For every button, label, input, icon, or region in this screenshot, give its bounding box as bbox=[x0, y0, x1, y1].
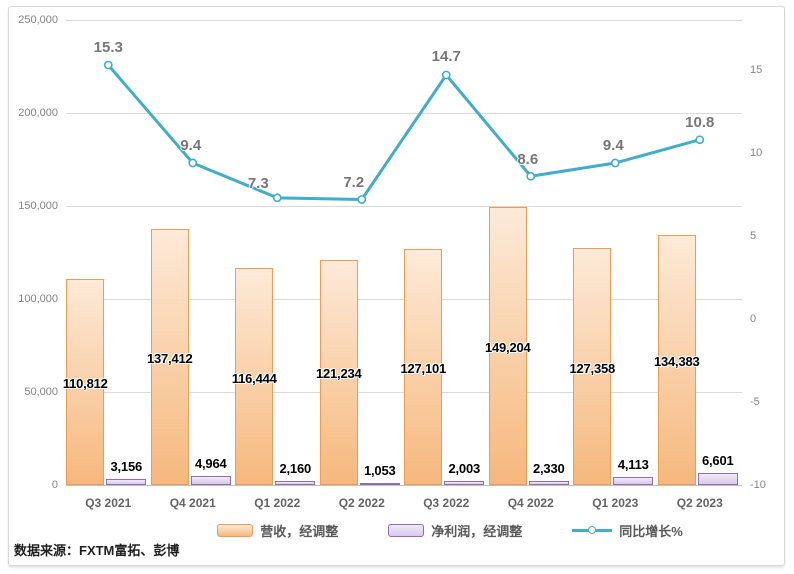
category-tick-label: Q1 2023 bbox=[592, 496, 639, 510]
profit-bar bbox=[190, 475, 231, 485]
left-axis-tick-label: 200,000 bbox=[18, 106, 58, 119]
revenue-bar bbox=[488, 207, 527, 485]
right-axis-tick-label: -5 bbox=[750, 395, 760, 408]
revenue-value-label: 121,234 bbox=[315, 366, 362, 382]
growth-value-label: 10.8 bbox=[685, 113, 715, 131]
revenue-bar bbox=[66, 278, 105, 485]
profit-bar bbox=[528, 480, 569, 485]
legend-item-growth: 同比增长% bbox=[572, 521, 683, 540]
right-axis-tick-label: 15 bbox=[750, 63, 763, 76]
legend-item-profit: 净利润，经调整 bbox=[388, 521, 522, 540]
revenue-bar bbox=[319, 259, 358, 485]
right-axis-tick-label: -10 bbox=[750, 478, 766, 491]
growth-value-label: 8.6 bbox=[517, 151, 539, 169]
gridline bbox=[66, 113, 742, 114]
growth-value-label: 9.4 bbox=[602, 136, 624, 154]
gridline bbox=[66, 206, 742, 207]
legend-label-profit: 净利润，经调整 bbox=[431, 523, 523, 539]
profit-value-label: 6,601 bbox=[701, 452, 734, 468]
growth-value-label: 14.7 bbox=[431, 47, 461, 65]
profit-value-label: 2,330 bbox=[532, 460, 565, 476]
growth-value-label: 7.3 bbox=[247, 174, 269, 192]
right-axis-tick-label: 5 bbox=[750, 229, 757, 242]
profit-bar bbox=[613, 477, 654, 485]
revenue-value-label: 127,101 bbox=[400, 360, 447, 376]
profit-swatch-icon bbox=[388, 523, 425, 537]
profit-value-label: 3,156 bbox=[110, 459, 143, 475]
revenue-value-label: 149,204 bbox=[484, 340, 531, 356]
left-axis-tick-label: 150,000 bbox=[18, 199, 58, 212]
right-axis-tick-label: 0 bbox=[750, 312, 757, 325]
legend-label-growth: 同比增长% bbox=[619, 523, 683, 539]
source-note: 数据来源：FXTM富拓、彭博 bbox=[14, 543, 180, 558]
profit-value-label: 1,053 bbox=[363, 463, 396, 479]
line-marker-icon bbox=[572, 524, 613, 536]
growth-value-label: 7.2 bbox=[343, 174, 365, 192]
profit-value-label: 2,160 bbox=[279, 460, 312, 476]
gridline bbox=[66, 392, 742, 393]
left-axis-tick-label: 0 bbox=[51, 478, 58, 491]
legend: 营收，经调整 净利润，经调整 同比增长% bbox=[110, 521, 790, 539]
revenue-value-label: 116,444 bbox=[231, 370, 277, 386]
right-axis-tick-label: 10 bbox=[750, 146, 763, 159]
category-tick-label: Q2 2023 bbox=[676, 496, 723, 510]
revenue-swatch-icon bbox=[217, 523, 254, 537]
legend-item-revenue: 营收，经调整 bbox=[217, 521, 338, 540]
gridline bbox=[66, 20, 742, 21]
category-tick-label: Q3 2021 bbox=[85, 496, 132, 510]
growth-value-label: 15.3 bbox=[93, 39, 123, 57]
revenue-bar bbox=[657, 235, 696, 485]
left-axis-tick-label: 100,000 bbox=[18, 292, 58, 305]
profit-bar bbox=[275, 480, 316, 485]
gridline bbox=[66, 485, 742, 486]
left-axis-tick-label: 50,000 bbox=[24, 385, 58, 398]
profit-bar bbox=[359, 483, 400, 486]
gridline bbox=[66, 299, 742, 300]
revenue-bar bbox=[573, 248, 612, 485]
category-tick-label: Q4 2021 bbox=[169, 496, 216, 510]
category-tick-label: Q4 2022 bbox=[507, 496, 554, 510]
revenue-bar bbox=[404, 248, 443, 485]
revenue-value-label: 137,412 bbox=[146, 351, 193, 367]
legend-label-revenue: 营收，经调整 bbox=[260, 523, 339, 539]
revenue-bar bbox=[150, 229, 189, 485]
growth-value-label: 9.4 bbox=[180, 136, 202, 154]
revenue-bar bbox=[235, 268, 274, 485]
category-tick-label: Q2 2022 bbox=[338, 496, 385, 510]
category-tick-label: Q1 2022 bbox=[254, 496, 301, 510]
revenue-value-label: 134,383 bbox=[653, 354, 700, 370]
revenue-value-label: 127,358 bbox=[569, 360, 616, 376]
revenue-value-label: 110,812 bbox=[62, 375, 108, 391]
left-axis-tick-label: 250,000 bbox=[18, 13, 58, 26]
profit-bar bbox=[106, 479, 147, 485]
category-tick-label: Q3 2022 bbox=[423, 496, 470, 510]
profit-bar bbox=[444, 481, 485, 485]
profit-value-label: 2,003 bbox=[448, 461, 481, 477]
profit-value-label: 4,964 bbox=[194, 455, 227, 471]
profit-bar bbox=[697, 472, 738, 485]
profit-value-label: 4,113 bbox=[617, 457, 649, 473]
